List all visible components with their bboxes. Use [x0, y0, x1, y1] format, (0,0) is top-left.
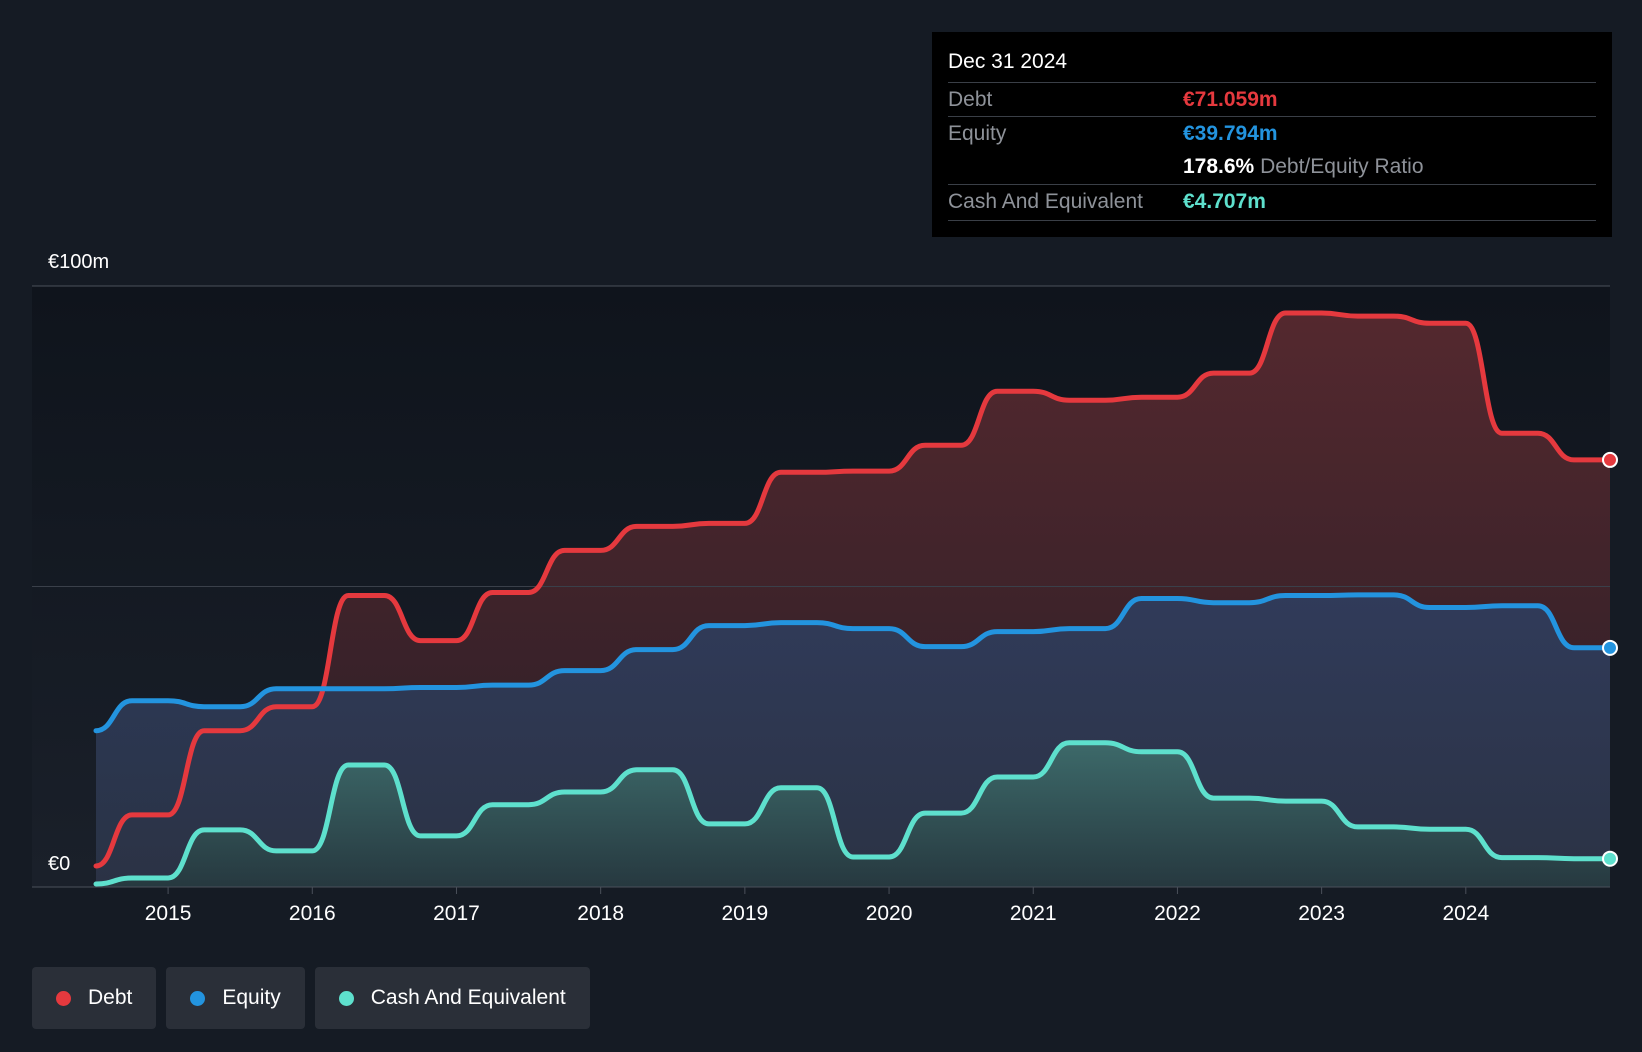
- x-tick-label: 2017: [433, 902, 480, 920]
- legend-dot-cash-icon: [338, 990, 354, 1006]
- series-line-equity: [93, 592, 1613, 734]
- x-tick-label: 2018: [577, 902, 624, 920]
- x-tick-label: 2021: [1010, 902, 1057, 920]
- end-marker-cash: [1602, 850, 1618, 867]
- legend-label-cash: Cash And Equivalent: [370, 986, 566, 1009]
- x-tick-label: 2024: [1442, 902, 1489, 920]
- series-line-cash: [93, 740, 1613, 887]
- y-axis-top-label: €100m: [48, 251, 110, 273]
- tooltip-ratio-value: 178.6%: [1183, 155, 1255, 178]
- chart-area: 2015 2016 2017 2018 2019 2020 2021 2022 2023 2024…: [32, 251, 1618, 920]
- legend-dot-equity-icon: [190, 990, 206, 1006]
- end-marker-equity: [1602, 639, 1618, 656]
- tooltip-ratio: 178.6% Debt/Equity Ratio: [1183, 155, 1424, 179]
- x-tick-label: 2020: [866, 902, 913, 920]
- x-tick-label: 2016: [289, 902, 336, 920]
- legend-dot-debt-icon: [56, 990, 71, 1006]
- tooltip-row-cash: Cash And Equivalent €4.707m: [948, 184, 1596, 219]
- legend-item-cash[interactable]: Cash And Equivalent: [314, 967, 590, 1029]
- tooltip-ratio-label: Debt/Equity Ratio: [1260, 155, 1424, 178]
- x-tick-label: 2022: [1154, 902, 1201, 920]
- legend-item-equity[interactable]: Equity: [166, 967, 305, 1029]
- tooltip-row-equity: Equity €39.794m: [948, 116, 1596, 151]
- tooltip-divider: [948, 220, 1596, 221]
- x-tick-label: 2015: [145, 902, 192, 920]
- tooltip-debt-label: Debt: [948, 88, 993, 111]
- tooltip-cash-label: Cash And Equivalent: [948, 190, 1143, 213]
- end-marker-debt: [1602, 451, 1618, 468]
- tooltip-debt-value: €71.059m: [1183, 88, 1278, 111]
- legend-label-equity: Equity: [222, 986, 281, 1009]
- legend-label-debt: Debt: [88, 986, 133, 1009]
- legend: Debt Equity Cash And Equivalent: [32, 967, 590, 1029]
- tooltip-row-ratio: 178.6% Debt/Equity Ratio: [948, 150, 1596, 184]
- tooltip-row-debt: Debt €71.059m: [948, 82, 1596, 117]
- series-line-debt: [93, 310, 1613, 869]
- y-axis-bottom-label: €0: [48, 853, 71, 875]
- legend-item-debt[interactable]: Debt: [32, 967, 157, 1029]
- chart-svg: 2015 2016 2017 2018 2019 2020 2021 2022 2023 2024: [32, 285, 1618, 920]
- tooltip-cash-value: €4.707m: [1183, 190, 1266, 213]
- x-tick-label: 2023: [1298, 902, 1345, 920]
- area-cash: [96, 742, 1610, 887]
- tooltip-panel: Dec 31 2024 Debt €71.059m Equity €39.794…: [932, 32, 1612, 237]
- x-tick-label: 2019: [721, 902, 768, 920]
- tooltip-equity-value: €39.794m: [1183, 122, 1278, 145]
- tooltip-date: Dec 31 2024: [948, 50, 1068, 73]
- tooltip-equity-label: Equity: [948, 122, 1007, 145]
